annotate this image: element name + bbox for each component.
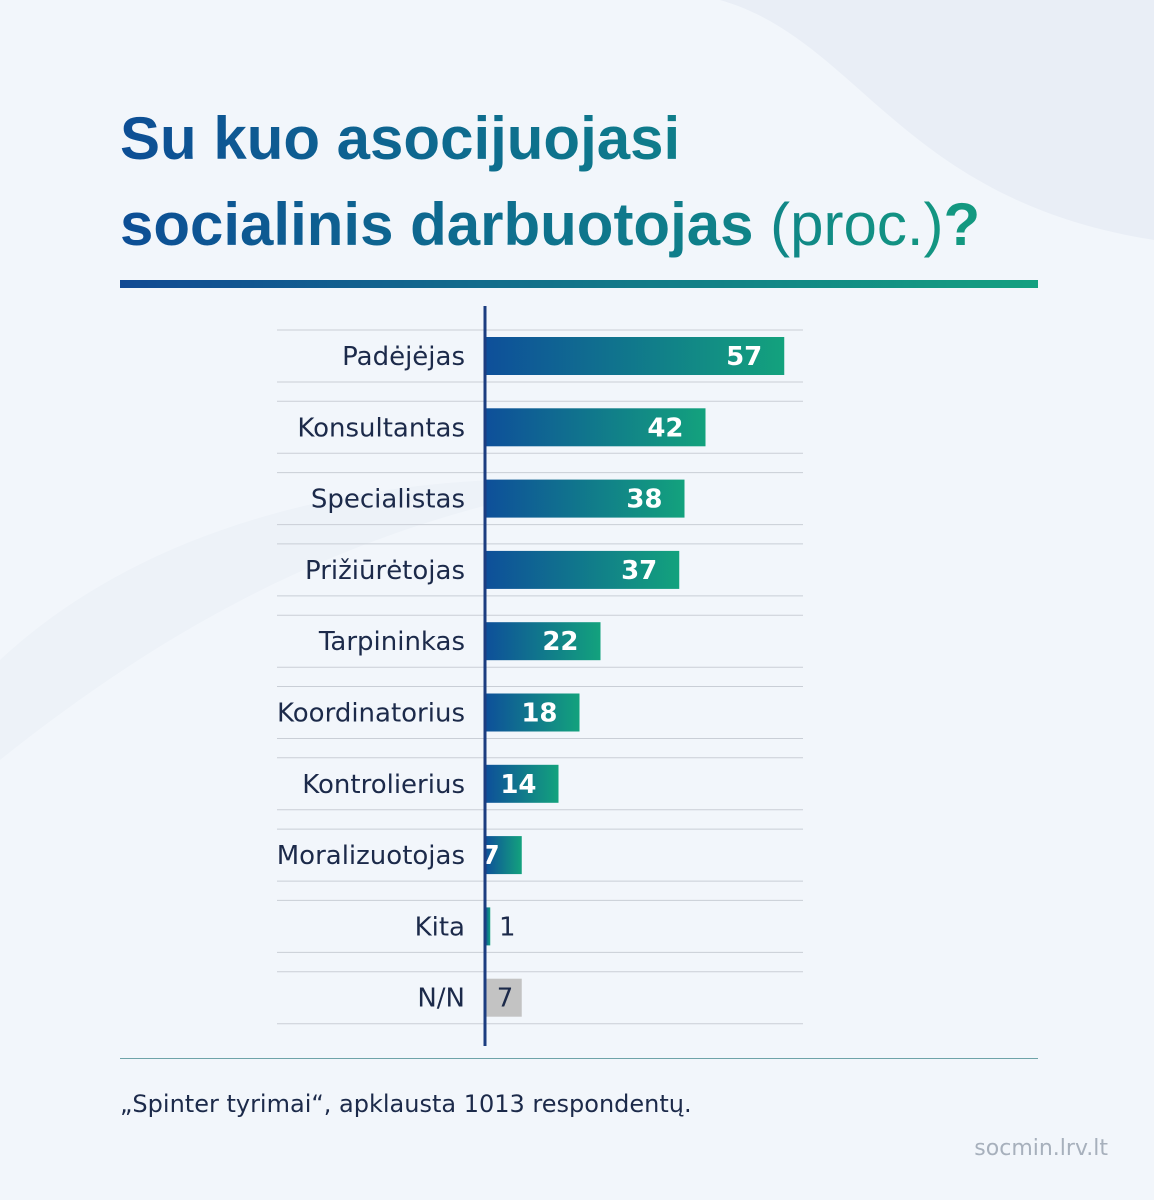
bar-padejejas [485,337,785,375]
bar-koordinatorius [485,693,580,732]
bar-kita [485,907,491,946]
category-label: Prižiūrėtojas [305,556,465,586]
bar-tarpininkas [485,622,601,661]
value-label: 57 [726,342,762,372]
value-label: 18 [521,699,557,729]
value-label: 7 [497,984,514,1014]
category-label: Koordinatorius [277,699,465,729]
title-underline [120,280,1038,288]
category-label: N/N [417,984,465,1014]
category-label: Konsultantas [297,413,465,443]
bar-moralizuotojas [485,836,522,875]
category-label: Specialistas [311,485,465,515]
bar-priziuretojas [485,550,680,589]
value-label: 1 [499,912,516,942]
bar-specialistas [485,479,685,518]
category-label: Tarpininkas [318,627,465,657]
bar-kontrolierius [485,764,559,803]
value-label: 38 [626,485,662,515]
footer-divider [120,1058,1038,1059]
value-label: 22 [542,627,578,657]
category-label: Padėjėjas [342,342,465,372]
source-note: „Spinter tyrimai“, apklausta 1013 respon… [120,1090,692,1118]
value-label: 37 [621,556,657,586]
bar-konsultantas [485,408,706,447]
category-label: Moralizuotojas [277,841,465,871]
category-label: Kontrolierius [302,770,465,800]
website-label: socmin.lrv.lt [974,1136,1108,1161]
value-label: 42 [647,413,683,443]
value-label: 14 [500,770,536,800]
category-label: Kita [415,912,465,942]
bar-n-n [485,978,522,1017]
